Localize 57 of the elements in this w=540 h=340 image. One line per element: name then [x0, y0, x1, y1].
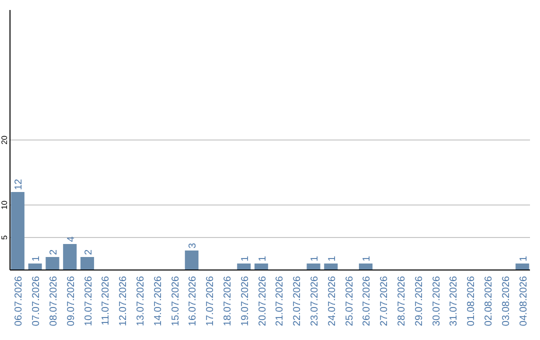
x-tick-label: 03.08.2026 [500, 276, 512, 326]
x-tick-label: 11.07.2026 [100, 276, 112, 326]
bar [63, 244, 77, 270]
x-tick-label: 15.07.2026 [170, 276, 182, 326]
bar [324, 264, 338, 270]
x-tick-label: 16.07.2026 [188, 276, 199, 326]
x-tick-label: 08.07.2026 [48, 276, 60, 326]
data-label: 2 [83, 249, 94, 255]
x-tick-label: 19.07.2026 [240, 276, 251, 326]
y-tick-label: 10 [0, 200, 9, 210]
x-tick-label: 09.07.2026 [66, 276, 77, 326]
data-label: 4 [66, 236, 77, 242]
y-tick-label: 20 [0, 135, 9, 144]
x-tick-label: 24.07.2026 [326, 276, 338, 326]
data-label: 1 [31, 256, 42, 262]
bar [80, 257, 94, 270]
bar [28, 264, 42, 270]
bar [358, 264, 373, 270]
x-tick-label: 20.07.2026 [257, 276, 268, 326]
bar [516, 264, 530, 270]
data-label: 1 [326, 256, 338, 262]
x-tick-label: 22.07.2026 [292, 276, 304, 326]
x-tick-label: 21.07.2026 [274, 276, 286, 326]
x-tick-label: 28.07.2026 [396, 276, 408, 326]
x-tick-label: 31.07.2026 [448, 276, 460, 326]
x-tick-label: 13.07.2026 [135, 276, 146, 326]
x-tick-label: 02.08.2026 [484, 276, 495, 326]
data-label: 1 [310, 256, 321, 262]
bar [10, 192, 24, 270]
y-tick-label: 5 [0, 234, 9, 240]
x-tick-label: 30.07.2026 [431, 276, 442, 326]
x-tick-label: 26.07.2026 [362, 276, 373, 326]
x-tick-label: 12.07.2026 [118, 276, 130, 326]
x-tick-label: 23.07.2026 [310, 276, 321, 326]
bar [46, 257, 60, 270]
x-tick-label: 17.07.2026 [205, 276, 216, 326]
x-tick-label: 29.07.2026 [414, 276, 425, 326]
x-tick-label: 25.07.2026 [344, 276, 356, 326]
bar [184, 250, 198, 270]
x-tick-label: 04.08.2026 [518, 276, 530, 326]
x-tick-label: 07.07.2026 [31, 276, 42, 326]
bar [237, 264, 251, 270]
data-label: 1 [257, 256, 268, 262]
x-tick-label: 06.07.2026 [14, 276, 25, 326]
x-tick-label: 10.07.2026 [83, 276, 94, 326]
data-label: 2 [48, 249, 60, 255]
data-label: 12 [14, 178, 25, 190]
x-tick-label: 18.07.2026 [222, 276, 234, 326]
bar [254, 264, 268, 270]
data-label: 1 [240, 256, 251, 262]
data-label: 3 [188, 242, 199, 248]
data-label: 1 [362, 256, 373, 262]
x-tick-label: 27.07.2026 [379, 276, 390, 326]
bar [306, 264, 320, 270]
x-tick-label: 14.07.2026 [152, 276, 164, 326]
data-label: 1 [518, 256, 530, 262]
x-tick-label: 01.08.2026 [466, 276, 478, 326]
